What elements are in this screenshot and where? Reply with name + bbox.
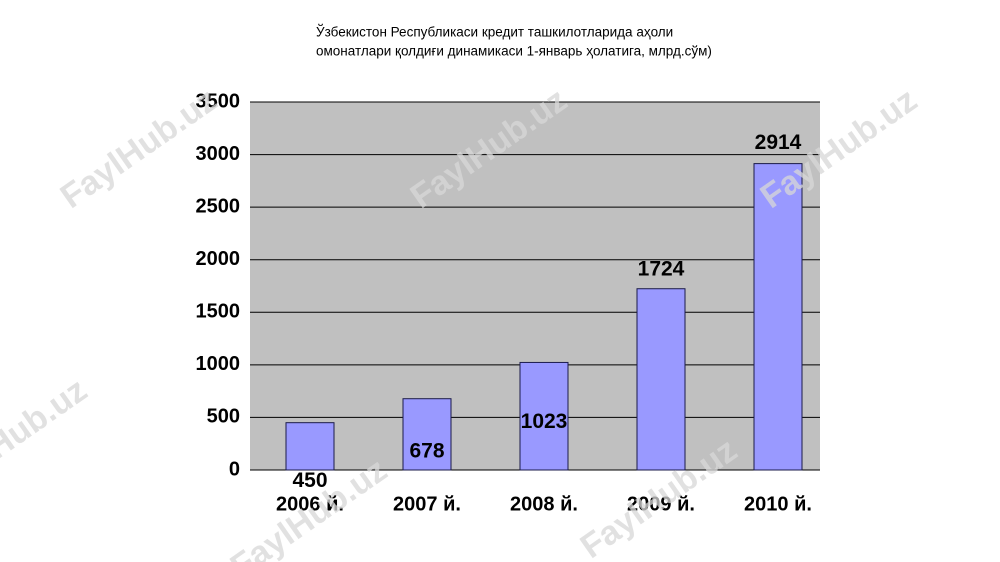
value-label: 1724: [638, 257, 685, 280]
watermark: FaylHub.uz: [0, 371, 94, 506]
x-tick-label: 2007 й.: [393, 493, 461, 515]
y-tick-label: 500: [207, 406, 240, 428]
x-tick-label: 2006 й.: [276, 493, 344, 515]
chart-title: Ўзбекистон Республикаси кредит ташкилотл…: [316, 25, 673, 40]
y-tick-label: 3000: [196, 143, 241, 165]
x-tick-label: 2010 й.: [744, 493, 812, 515]
value-label: 2914: [755, 131, 802, 154]
value-label: 450: [292, 469, 327, 492]
chart-title: омонатлари қолдиғи динамикаси 1-январь ҳ…: [316, 44, 712, 59]
bar: [636, 288, 686, 471]
bar: [402, 398, 452, 471]
bar: [285, 422, 335, 471]
value-label: 1023: [521, 410, 568, 433]
x-tick-label: 2009 й.: [627, 493, 695, 515]
y-tick-label: 1000: [196, 353, 241, 375]
y-tick-label: 0: [229, 458, 240, 480]
y-tick-label: 2000: [196, 248, 241, 270]
y-tick-label: 1500: [196, 301, 241, 323]
x-tick-label: 2008 й.: [510, 493, 578, 515]
y-tick-label: 3500: [196, 90, 241, 112]
y-tick-label: 2500: [196, 195, 241, 217]
value-label: 678: [409, 439, 444, 462]
bar: [519, 361, 569, 471]
bar: [753, 163, 803, 471]
